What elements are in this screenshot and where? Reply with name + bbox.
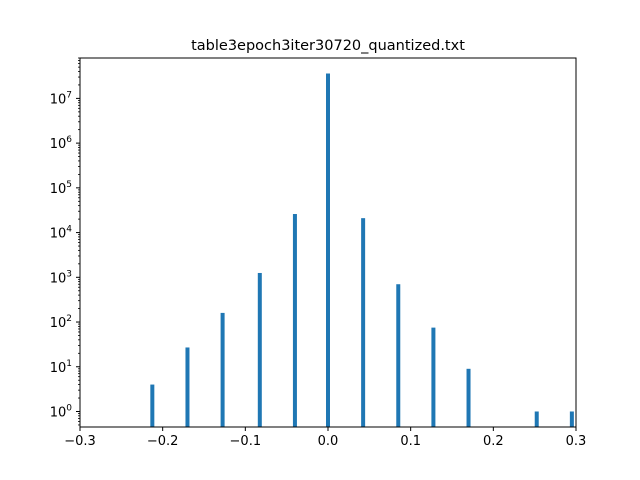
histogram-bar	[396, 284, 401, 427]
histogram-bar	[466, 368, 471, 427]
histogram-bar	[257, 272, 262, 427]
y-tick-label: 107	[50, 90, 72, 107]
x-tick-label: 0.3	[566, 434, 587, 449]
x-tick-label: −0.3	[64, 434, 96, 449]
x-tick-label: −0.2	[147, 434, 179, 449]
histogram-bar	[534, 411, 539, 427]
plot-frame	[79, 57, 577, 428]
y-tick-base: 10	[50, 92, 67, 107]
y-tick-exponent: 3	[66, 269, 72, 279]
histogram-bar	[569, 411, 574, 427]
y-tick-label: 100	[50, 403, 73, 420]
histogram-bar	[185, 347, 190, 427]
y-tick-base: 10	[50, 361, 67, 376]
y-tick-label: 103	[50, 269, 72, 286]
x-tick-label: 0.2	[483, 434, 504, 449]
chart-title: table3epoch3iter30720_quantized.txt	[191, 38, 465, 54]
histogram-bar	[326, 73, 330, 427]
histogram-bar	[150, 384, 155, 427]
y-tick-base: 10	[50, 182, 67, 197]
y-tick-label: 105	[50, 180, 72, 197]
bars-group	[150, 73, 574, 427]
histogram-bar	[292, 214, 297, 427]
y-tick-base: 10	[50, 271, 67, 286]
y-tick-exponent: 5	[66, 180, 72, 190]
y-tick-exponent: 2	[66, 314, 72, 324]
y-tick-label: 102	[50, 314, 72, 331]
x-tick-label: 0.0	[318, 434, 339, 449]
y-tick-base: 10	[50, 316, 67, 331]
y-tick-exponent: 0	[66, 403, 72, 413]
histogram-bar	[361, 218, 366, 427]
x-axis-ticks: −0.3 −0.2 −0.1 0.0 0.1 0.2 0.3	[64, 427, 586, 449]
y-tick-base: 10	[50, 227, 67, 242]
y-tick-label: 106	[50, 135, 73, 152]
y-tick-exponent: 7	[66, 90, 72, 100]
y-tick-label: 104	[50, 225, 73, 242]
y-tick-exponent: 4	[66, 225, 72, 235]
histogram-bar	[220, 312, 225, 427]
y-tick-label: 101	[50, 359, 72, 376]
x-tick-label: 0.1	[400, 434, 421, 449]
y-tick-base: 10	[50, 405, 67, 420]
y-tick-base: 10	[50, 137, 67, 152]
x-tick-label: −0.1	[230, 434, 262, 449]
y-tick-exponent: 6	[66, 135, 72, 145]
y-tick-exponent: 1	[66, 359, 72, 369]
histogram-bar	[431, 327, 436, 427]
